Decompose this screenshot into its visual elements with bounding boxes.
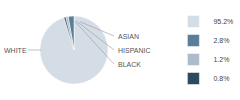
svg-text:WHITE: WHITE	[4, 47, 27, 54]
svg-text:HISPANIC: HISPANIC	[118, 47, 151, 54]
svg-text:0.8%: 0.8%	[213, 75, 229, 82]
svg-text:1.2%: 1.2%	[213, 56, 229, 63]
svg-text:BLACK: BLACK	[118, 61, 141, 68]
svg-text:2.8%: 2.8%	[213, 37, 229, 44]
svg-text:ASIAN: ASIAN	[118, 33, 139, 40]
svg-text:95.2%: 95.2%	[213, 18, 233, 25]
